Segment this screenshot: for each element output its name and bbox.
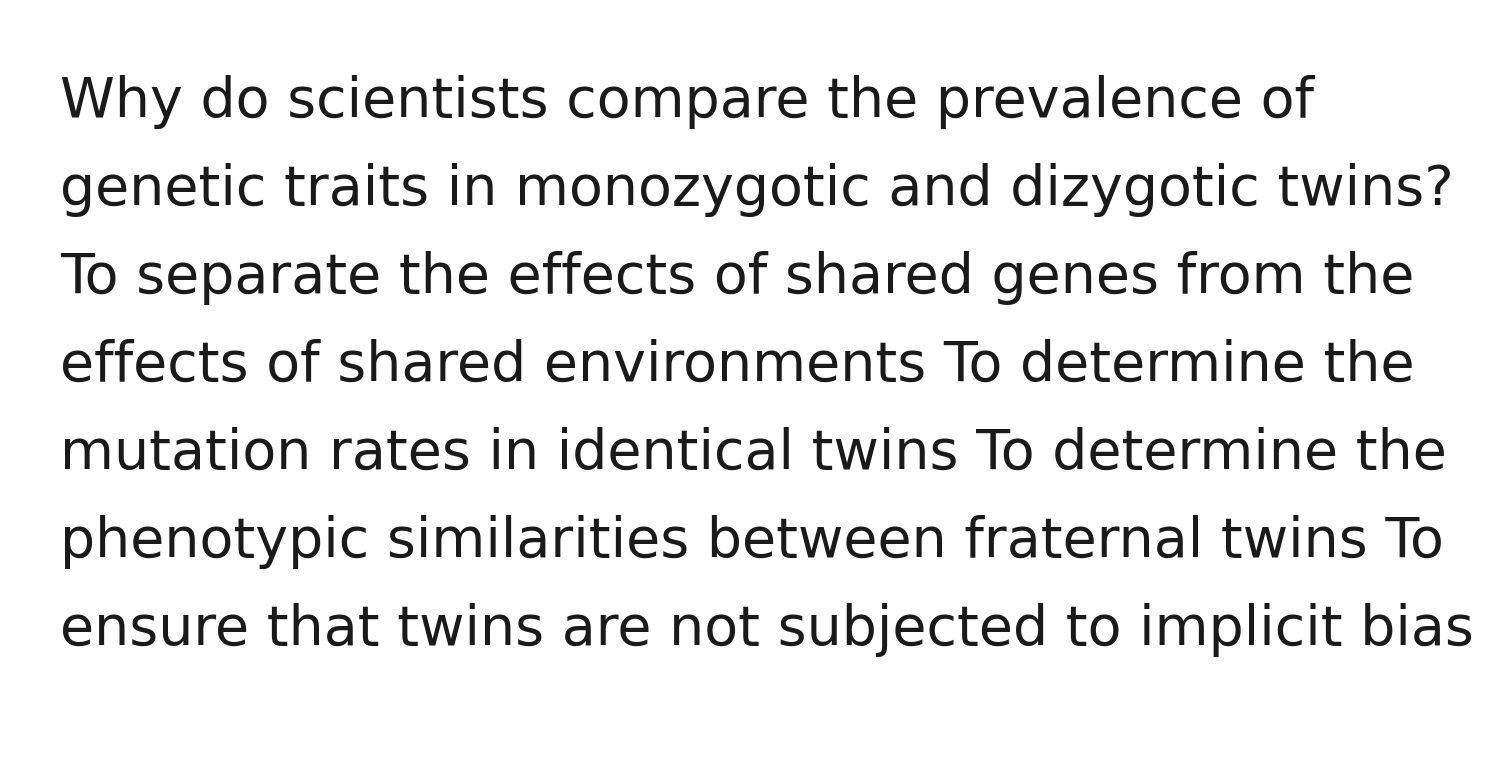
Text: genetic traits in monozygotic and dizygotic twins?: genetic traits in monozygotic and dizygo… [60,163,1454,217]
Text: Why do scientists compare the prevalence of: Why do scientists compare the prevalence… [60,75,1314,129]
Text: mutation rates in identical twins To determine the: mutation rates in identical twins To det… [60,427,1448,481]
Text: effects of shared environments To determine the: effects of shared environments To determ… [60,339,1414,393]
Text: To separate the effects of shared genes from the: To separate the effects of shared genes … [60,251,1414,305]
Text: ensure that twins are not subjected to implicit bias: ensure that twins are not subjected to i… [60,603,1474,657]
Text: phenotypic similarities between fraternal twins To: phenotypic similarities between fraterna… [60,515,1444,569]
